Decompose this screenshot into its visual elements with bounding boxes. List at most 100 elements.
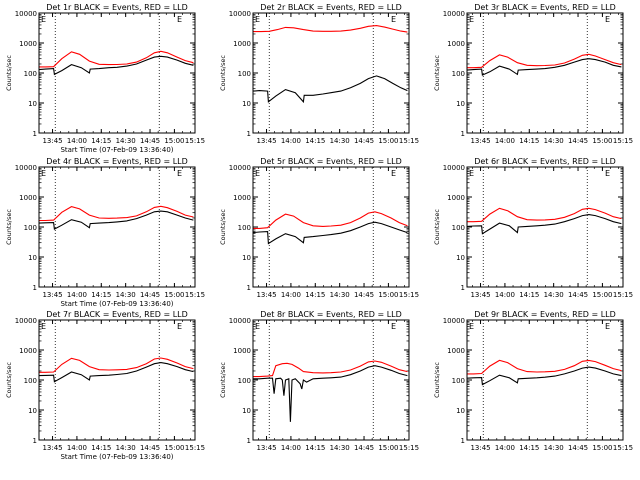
x-tick-label: 14:45 (140, 291, 160, 299)
plot-frame (466, 12, 624, 134)
x-tick-label: 13:45 (470, 137, 490, 145)
series-line-events (38, 55, 194, 76)
x-tick-label: 13:45 (42, 137, 62, 145)
y-tick-label: 1000 (233, 347, 251, 355)
plot-frame (252, 319, 410, 441)
y-tick-label: 1000 (233, 40, 251, 48)
x-tick-label: 15:15 (399, 444, 419, 452)
x-tick-label: 14:45 (568, 291, 588, 299)
series-line-lld (253, 25, 408, 33)
flag-marker: E (469, 322, 474, 331)
panel-1: Det 1r BLACK = Events, RED = LLD Counts/s… (5, 3, 205, 154)
panel-title: Det 3r BLACK = Events, RED = LLD (474, 3, 616, 12)
y-tick-label: 100 (24, 377, 37, 385)
x-tick-label: 14:30 (330, 291, 350, 299)
panel-4: Det 4r BLACK = Events, RED = LLD Counts/s… (5, 157, 205, 308)
y-tick-label: 10 (242, 407, 251, 415)
x-tick-label: 13:45 (42, 291, 62, 299)
x-tick-label: 15:00 (378, 444, 398, 452)
y-tick-label: 1000 (19, 194, 37, 202)
x-tick-label: 14:30 (330, 444, 350, 452)
x-tick-label: 15:15 (399, 137, 419, 145)
y-axis-label: Counts/sec (433, 362, 441, 398)
x-tick-label: 15:15 (185, 444, 205, 452)
x-tick-label: 14:30 (330, 137, 350, 145)
series-line-events (38, 210, 194, 230)
y-tick-label: 1 (33, 437, 37, 445)
x-tick-label: 15:00 (592, 291, 612, 299)
series-line-lld (467, 53, 622, 69)
x-tick-label: 14:15 (305, 291, 325, 299)
y-tick-label: 10000 (15, 317, 37, 325)
series-line-lld (467, 359, 622, 375)
plot-frame (252, 12, 410, 134)
x-tick-label: 13:45 (256, 137, 276, 145)
y-tick-label: 10 (28, 254, 37, 262)
y-tick-label: 1000 (19, 347, 37, 355)
panel-title: Det 1r BLACK = Events, RED = LLD (46, 3, 188, 12)
y-tick-label: 1 (461, 130, 465, 138)
series-line-events (252, 75, 408, 104)
panel-8: Det 8r BLACK = Events, RED = LLD Counts/s… (219, 310, 419, 452)
series-line-lld (39, 50, 194, 68)
y-tick-label: 100 (238, 224, 251, 232)
x-tick-label: 14:45 (354, 444, 374, 452)
x-tick-label: 13:45 (42, 444, 62, 452)
x-tick-label: 15:15 (185, 291, 205, 299)
y-tick-label: 100 (24, 224, 37, 232)
y-tick-label: 10000 (443, 164, 465, 172)
flag-marker: E (255, 322, 260, 331)
x-tick-label: 14:30 (544, 137, 564, 145)
flag-marker: E (605, 15, 610, 24)
y-tick-label: 10000 (229, 10, 251, 18)
plot-frame (252, 166, 410, 288)
y-axis-label: Counts/sec (219, 55, 227, 91)
y-tick-label: 10 (456, 254, 465, 262)
y-tick-label: 1000 (233, 194, 251, 202)
y-tick-label: 1000 (447, 40, 465, 48)
x-tick-label: 14:00 (281, 137, 301, 145)
y-axis-label: Counts/sec (219, 362, 227, 398)
panel-2: Det 2r BLACK = Events, RED = LLD Counts/s… (219, 3, 419, 145)
x-tick-label: 15:00 (378, 137, 398, 145)
x-axis-label: Start Time (07-Feb-09 13:36:40) (60, 453, 173, 461)
flag-marker: E (469, 169, 474, 178)
x-tick-label: 14:30 (544, 291, 564, 299)
x-tick-label: 15:15 (613, 137, 633, 145)
x-tick-label: 14:45 (140, 137, 160, 145)
x-axis-label: Start Time (07-Feb-09 13:36:40) (60, 300, 173, 308)
x-tick-label: 14:45 (568, 137, 588, 145)
x-tick-label: 14:15 (519, 137, 539, 145)
series-line-lld (253, 211, 408, 229)
y-tick-label: 1000 (19, 40, 37, 48)
series-line-lld (253, 360, 408, 378)
x-tick-label: 15:15 (185, 137, 205, 145)
flag-marker: E (469, 15, 474, 24)
flag-marker: E (255, 15, 260, 24)
plot-frame (38, 166, 196, 288)
y-tick-label: 10 (242, 254, 251, 262)
x-axis-label: Start Time (07-Feb-09 13:36:40) (60, 146, 173, 154)
x-tick-label: 14:15 (519, 444, 539, 452)
x-tick-label: 14:30 (116, 291, 136, 299)
x-tick-label: 14:00 (67, 444, 87, 452)
series-line-events (466, 58, 622, 76)
x-tick-label: 14:45 (140, 444, 160, 452)
y-tick-label: 1000 (447, 194, 465, 202)
series-line-events (253, 365, 408, 422)
flag-marker: E (605, 169, 610, 178)
x-tick-label: 14:30 (116, 137, 136, 145)
y-tick-label: 1 (461, 284, 465, 292)
panel-9: Det 9r BLACK = Events, RED = LLD Counts/s… (433, 310, 633, 452)
y-tick-label: 10 (28, 100, 37, 108)
panel-title: Det 2r BLACK = Events, RED = LLD (260, 3, 402, 12)
y-tick-label: 100 (24, 70, 37, 78)
flag-marker: E (177, 15, 182, 24)
x-tick-label: 14:00 (67, 291, 87, 299)
flag-marker: E (255, 169, 260, 178)
x-tick-label: 14:45 (354, 291, 374, 299)
y-tick-label: 1 (247, 284, 251, 292)
panel-title: Det 5r BLACK = Events, RED = LLD (260, 157, 402, 166)
y-tick-label: 100 (452, 70, 465, 78)
y-tick-label: 100 (452, 377, 465, 385)
